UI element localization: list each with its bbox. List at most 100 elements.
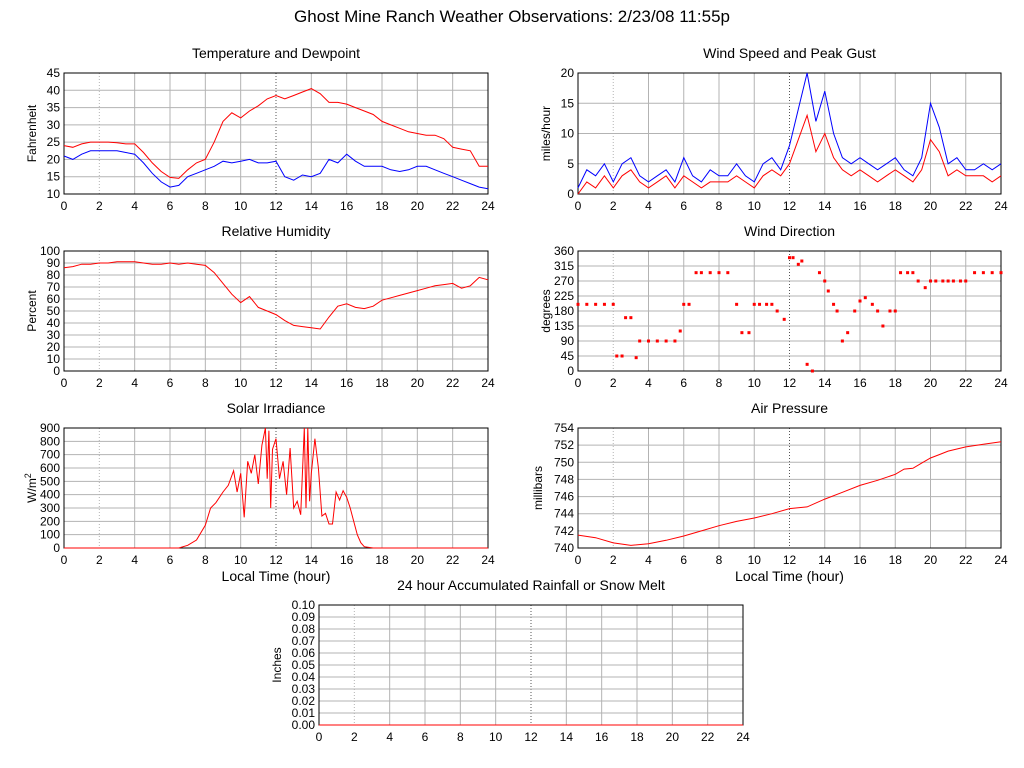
temperature-xtick-label: 24: [481, 199, 495, 213]
temperature-xtick-label: 14: [305, 199, 319, 213]
temperature-xtick-label: 10: [234, 199, 248, 213]
humidity-xtick-label: 10: [234, 376, 248, 390]
winddir-point: [832, 302, 836, 306]
pressure-ytick-label: 748: [554, 472, 574, 486]
wind-ytick-label: 10: [561, 127, 575, 141]
temperature-series-line: [63, 88, 488, 179]
humidity-ytick-label: 40: [47, 316, 61, 330]
solar-ytick-label: 400: [40, 488, 60, 502]
temperature-title: Temperature and Dewpoint: [192, 45, 360, 61]
winddir-point: [717, 271, 721, 275]
humidity-ytick-label: 60: [47, 292, 61, 306]
temperature-ytick-label: 10: [47, 187, 61, 201]
winddir-point: [638, 339, 642, 343]
winddir-point: [664, 339, 668, 343]
winddir-xtick-label: 4: [645, 376, 652, 390]
humidity-ytick-label: 50: [47, 304, 61, 318]
humidity-xtick-label: 24: [481, 376, 495, 390]
wind-series-line: [577, 72, 1002, 189]
winddir-point: [951, 279, 955, 283]
winddir-point: [946, 279, 950, 283]
rain-xtick-label: 24: [736, 730, 750, 744]
wind-title: Wind Speed and Peak Gust: [703, 45, 876, 61]
solar-ytick-label: 600: [40, 461, 60, 475]
humidity-xtick-label: 12: [269, 376, 283, 390]
humidity-ytick-label: 90: [47, 256, 61, 270]
winddir-xtick-label: 6: [680, 376, 687, 390]
winddir-point: [694, 271, 698, 275]
winddir-xtick-label: 24: [994, 376, 1008, 390]
wind-series-line: [577, 113, 1002, 195]
humidity-title: Relative Humidity: [222, 223, 331, 239]
winddir-point: [782, 317, 786, 321]
humidity-ytick-label: 0: [53, 364, 60, 378]
temperature-xtick-label: 0: [61, 199, 68, 213]
temperature-xtick-label: 22: [446, 199, 460, 213]
pressure-xtick-label: 20: [924, 553, 938, 567]
temperature-xtick-label: 6: [167, 199, 174, 213]
pressure-ytick-label: 752: [554, 438, 574, 452]
humidity-xtick-label: 16: [340, 376, 354, 390]
winddir-ytick-label: 225: [554, 289, 574, 303]
winddir-point: [964, 279, 968, 283]
solar-xtick-label: 24: [481, 553, 495, 567]
winddir-point: [687, 302, 691, 306]
wind-xtick-label: 22: [959, 199, 973, 213]
winddir-xtick-label: 2: [610, 376, 617, 390]
solar-frame: [63, 427, 489, 549]
humidity-xtick-label: 22: [446, 376, 460, 390]
wind-ytick-label: 20: [561, 66, 575, 80]
wind-xtick-label: 10: [748, 199, 762, 213]
winddir-xtick-label: 18: [889, 376, 903, 390]
pressure-ylabel: millibars: [531, 466, 545, 510]
winddir-xtick-label: 10: [748, 376, 762, 390]
winddir-point: [602, 302, 606, 306]
wind-xtick-label: 14: [818, 199, 832, 213]
winddir-point: [775, 309, 779, 313]
winddir-point: [846, 331, 850, 335]
temperature-ytick-label: 25: [47, 135, 61, 149]
solar-xtick-label: 12: [269, 553, 283, 567]
humidity-xtick-label: 0: [61, 376, 68, 390]
solar-ytick-label: 100: [40, 528, 60, 542]
rain-xtick-label: 2: [351, 730, 358, 744]
winddir-point: [796, 262, 800, 266]
temperature-ytick-label: 20: [47, 152, 61, 166]
winddir-point: [758, 302, 762, 306]
winddir-frame: [577, 250, 1002, 372]
rain-xtick-label: 18: [630, 730, 644, 744]
humidity-ytick-label: 30: [47, 328, 61, 342]
solar-xtick-label: 22: [446, 553, 460, 567]
humidity-ytick-label: 70: [47, 280, 61, 294]
winddir-ytick-label: 0: [567, 364, 574, 378]
temperature-ylabel: Fahrenheit: [25, 104, 39, 162]
solar-xtick-label: 20: [411, 553, 425, 567]
solar-xtick-label: 16: [340, 553, 354, 567]
rain-ytick-label: 0.01: [292, 706, 316, 720]
pressure-xtick-label: 6: [680, 553, 687, 567]
pressure-title: Air Pressure: [751, 400, 828, 416]
wind-xtick-label: 18: [889, 199, 903, 213]
winddir-ytick-label: 315: [554, 259, 574, 273]
winddir-point: [611, 302, 615, 306]
wind-xtick-label: 16: [853, 199, 867, 213]
winddir-xtick-label: 16: [853, 376, 867, 390]
solar-ytick-label: 800: [40, 434, 60, 448]
pressure-xtick-label: 12: [783, 553, 797, 567]
winddir-point: [615, 354, 619, 358]
rain-xtick-label: 6: [422, 730, 429, 744]
winddir-point: [826, 289, 830, 293]
winddir-ytick-label: 270: [554, 274, 574, 288]
solar-ytick-label: 900: [40, 421, 60, 435]
winddir-title: Wind Direction: [744, 223, 835, 239]
winddir-point: [735, 302, 739, 306]
winddir-point: [999, 271, 1003, 275]
pressure-xtick-label: 18: [889, 553, 903, 567]
winddir-point: [941, 279, 945, 283]
rain-xtick-label: 0: [316, 730, 323, 744]
rain-ytick-label: 0.02: [292, 694, 316, 708]
rain-xtick-label: 12: [524, 730, 538, 744]
rain-title: 24 hour Accumulated Rainfall or Snow Mel…: [397, 577, 665, 593]
